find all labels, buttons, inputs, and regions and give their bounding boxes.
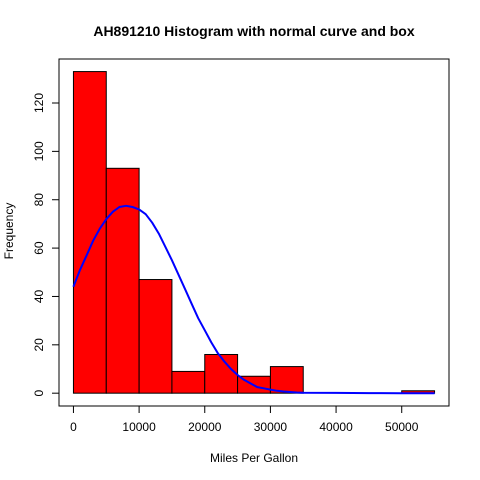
chart-title: AH891210 Histogram with normal curve and… <box>93 23 415 39</box>
y-tick-label: 20 <box>32 338 46 352</box>
curve-group <box>72 204 435 395</box>
histogram-bar-6 <box>269 366 304 394</box>
y-tick-label: 40 <box>32 289 46 303</box>
y-axis: 0 20 40 60 80 100 120 <box>32 93 60 397</box>
x-tick-label: 30000 <box>254 420 288 434</box>
y-tick-label: 100 <box>32 141 46 161</box>
x-axis-label: Miles Per Gallon <box>210 451 298 465</box>
x-tick-label: 10000 <box>122 420 156 434</box>
x-axis: 0 10000 20000 30000 40000 50000 <box>70 405 419 434</box>
bars-group <box>72 71 436 394</box>
normal-curve <box>72 204 435 395</box>
x-tick-label: 0 <box>70 420 77 434</box>
y-tick-label: 0 <box>32 390 46 397</box>
y-tick-label: 120 <box>32 93 46 113</box>
histogram-bar-4 <box>204 353 239 394</box>
histogram-bar-1 <box>105 167 140 394</box>
x-tick-label: 40000 <box>319 420 353 434</box>
histogram-bar-3 <box>171 370 206 394</box>
histogram-bar-0 <box>72 71 107 394</box>
x-tick-label: 20000 <box>188 420 222 434</box>
x-tick-label: 50000 <box>385 420 419 434</box>
y-tick-label: 60 <box>32 241 46 255</box>
y-tick-label: 80 <box>32 193 46 207</box>
histogram-bar-2 <box>138 279 173 394</box>
y-axis-label: Frequency <box>2 203 16 260</box>
